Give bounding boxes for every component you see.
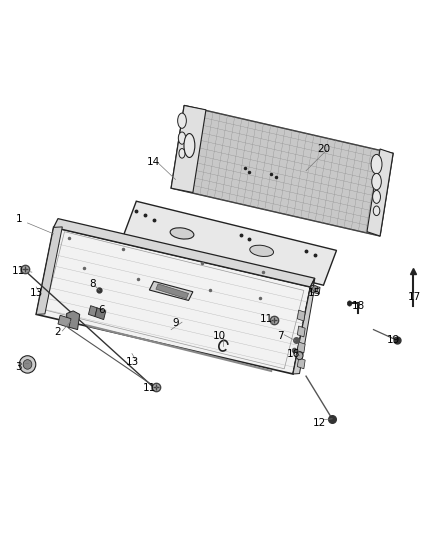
Polygon shape [367,149,393,236]
Text: 13: 13 [125,357,138,367]
Text: 1: 1 [15,214,22,224]
Polygon shape [156,284,188,298]
Ellipse shape [178,113,186,128]
Text: 9: 9 [172,318,179,328]
Polygon shape [297,310,305,321]
Text: 17: 17 [408,292,421,302]
Polygon shape [123,201,336,285]
Text: 11: 11 [12,266,25,276]
Text: 11: 11 [143,383,156,393]
Text: 7: 7 [277,331,283,341]
Polygon shape [149,281,193,301]
Ellipse shape [23,360,32,369]
Text: 16: 16 [286,349,300,359]
Ellipse shape [371,155,382,174]
Ellipse shape [184,134,195,157]
Polygon shape [88,305,97,317]
Text: 13: 13 [30,288,43,297]
Polygon shape [58,315,71,327]
Text: 15: 15 [308,288,321,297]
Ellipse shape [373,206,380,215]
Ellipse shape [178,132,186,144]
Text: 20: 20 [317,144,330,154]
Polygon shape [36,227,62,314]
Text: 3: 3 [15,361,22,372]
Text: 8: 8 [89,279,96,289]
Text: 2: 2 [55,327,61,337]
Text: 12: 12 [312,418,326,428]
Polygon shape [67,311,80,329]
Ellipse shape [179,149,185,158]
Polygon shape [293,287,315,374]
Polygon shape [293,278,315,374]
Ellipse shape [170,228,194,239]
Ellipse shape [313,286,318,292]
Text: 19: 19 [386,335,400,345]
Polygon shape [311,285,320,294]
Polygon shape [95,308,106,320]
Text: 14: 14 [147,157,160,167]
Polygon shape [171,106,393,236]
Ellipse shape [250,245,273,256]
Text: 6: 6 [98,305,105,315]
Polygon shape [36,228,311,374]
Polygon shape [297,326,305,337]
Polygon shape [171,106,206,192]
Text: 11: 11 [260,314,273,324]
Polygon shape [297,342,305,353]
Text: 18: 18 [352,301,365,311]
Ellipse shape [373,190,381,204]
Ellipse shape [372,173,381,190]
Polygon shape [53,219,315,287]
Ellipse shape [19,356,36,373]
Polygon shape [297,358,305,369]
Ellipse shape [296,352,303,360]
Text: 10: 10 [212,331,226,341]
Ellipse shape [347,301,352,306]
